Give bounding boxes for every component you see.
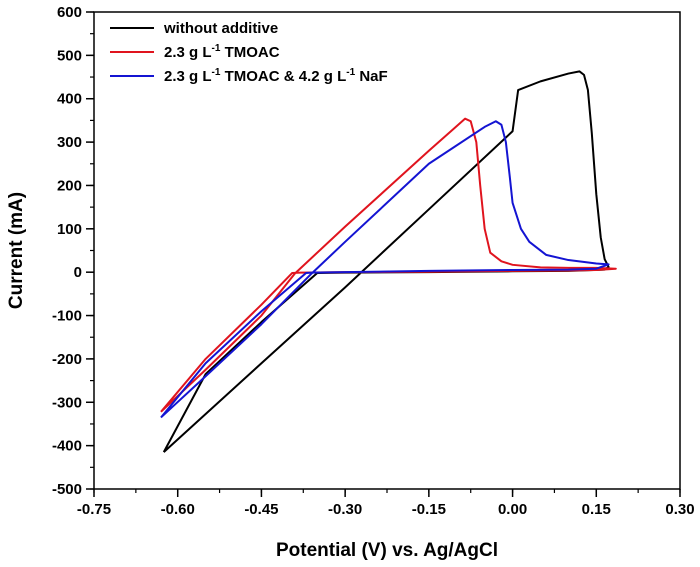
y-tick-label: 0 — [74, 264, 82, 281]
legend-label-3: 2.3 g L-1 TMOAC & 4.2 g L-1 NaF — [164, 67, 388, 85]
y-axis-title: Current (mA) — [6, 192, 27, 309]
x-axis: -0.75 -0.60 -0.45 -0.30 -0.15 0.00 0.15 0.30 — [77, 489, 695, 518]
series-line-1 — [162, 70, 610, 453]
x-tick-label: 0.30 — [665, 501, 694, 518]
y-tick-label: -100 — [52, 308, 82, 325]
legend-label-1: without additive — [163, 20, 278, 37]
legend-label-2: 2.3 g L-1 TMOAC — [164, 43, 280, 61]
x-tick-label: 0.00 — [498, 501, 527, 518]
x-tick-label: -0.60 — [161, 501, 195, 518]
y-tick-label: -300 — [52, 394, 82, 411]
plot-area — [160, 70, 617, 453]
y-tick-label: 200 — [57, 177, 82, 194]
y-tick-label: 500 — [57, 47, 82, 64]
legend: without additive 2.3 g L-1 TMOAC 2.3 g L-1… — [110, 20, 388, 85]
y-tick-label: 400 — [57, 91, 82, 108]
x-tick-label: -0.75 — [77, 501, 111, 518]
y-tick-label: 600 — [57, 4, 82, 21]
y-axis: -500 -400 -300 -200 -100 0 100 200 300 400 500 600 — [52, 4, 94, 498]
y-tick-label: -500 — [52, 481, 82, 498]
y-tick-label: -200 — [52, 351, 82, 368]
series-line-3 — [160, 120, 610, 419]
y-tick-label: -400 — [52, 438, 82, 455]
x-tick-label: -0.30 — [328, 501, 362, 518]
x-tick-label: 0.15 — [582, 501, 611, 518]
y-tick-label: 100 — [57, 221, 82, 238]
x-tick-label: -0.15 — [412, 501, 446, 518]
x-axis-title: Potential (V) vs. Ag/AgCl — [276, 540, 498, 561]
x-tick-label: -0.45 — [244, 501, 278, 518]
y-tick-label: 300 — [57, 134, 82, 151]
series-line-2 — [160, 117, 617, 413]
